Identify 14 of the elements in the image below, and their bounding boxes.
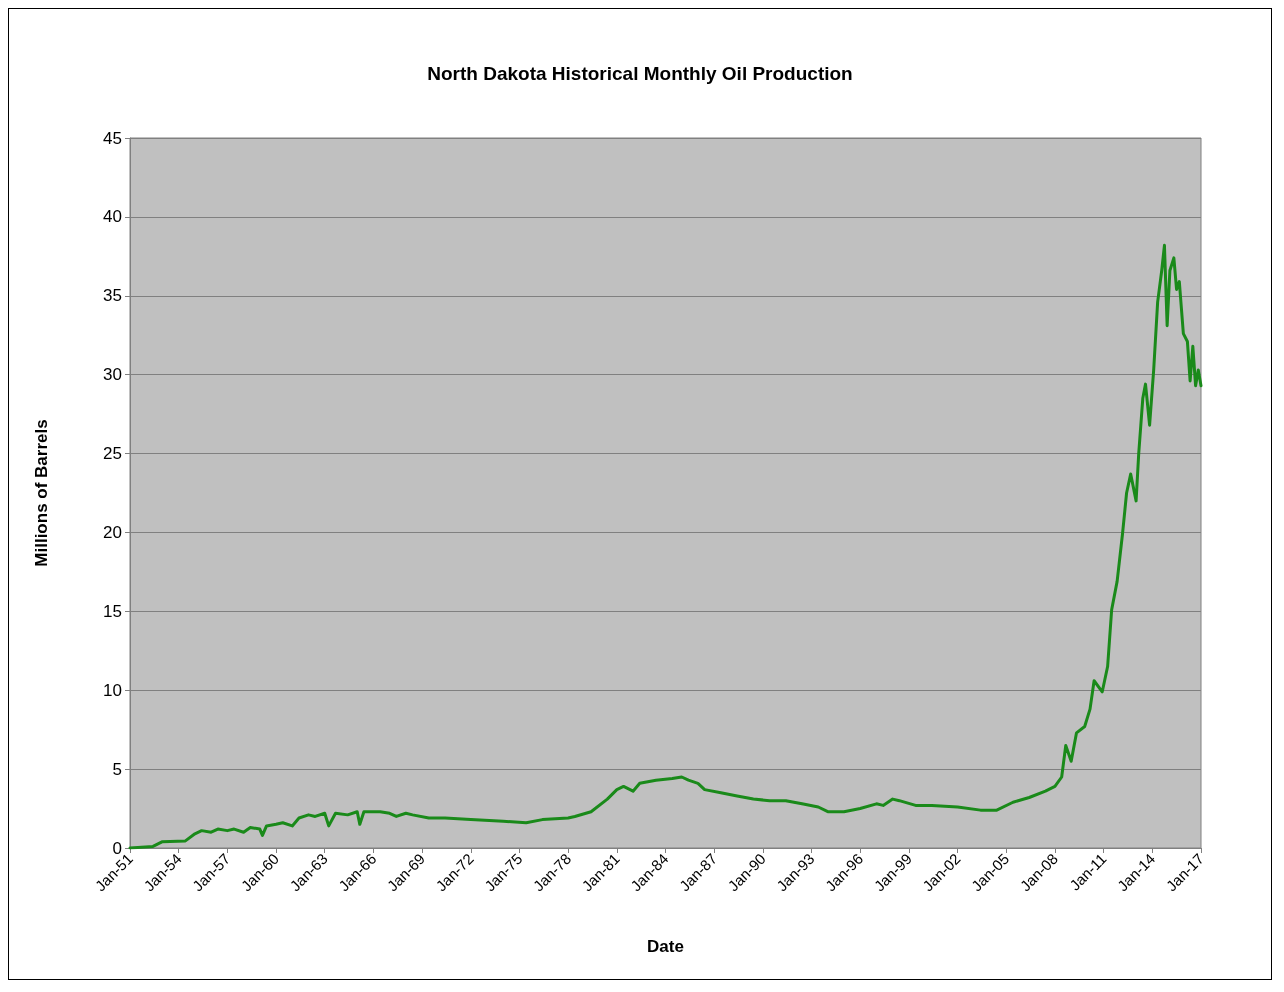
y-tick-label: 40: [103, 207, 122, 227]
line-series: [128, 243, 1203, 850]
x-axis-title: Date: [647, 937, 684, 956]
y-tick-label: 5: [112, 759, 122, 779]
y-tick-label: 35: [103, 286, 122, 306]
y-axis-title: Millions of Barrels: [32, 419, 51, 567]
chart-title: North Dakota Historical Monthly Oil Production: [427, 63, 853, 84]
y-tick-label: 15: [103, 601, 122, 621]
y-tick-label: 0: [112, 838, 122, 858]
y-tick-label: 30: [103, 365, 122, 385]
y-tick-label: 45: [103, 128, 122, 148]
y-tick-label: 25: [103, 444, 122, 464]
y-tick-label: 10: [103, 680, 122, 700]
y-tick-label: 20: [103, 522, 122, 542]
